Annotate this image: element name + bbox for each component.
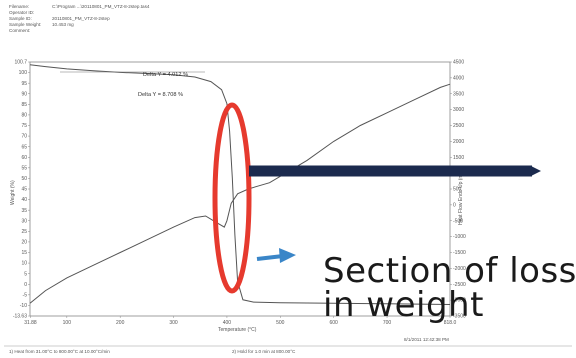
header-value-sample-id: 20110801_PM_VTZ-8-2step — [52, 16, 110, 21]
left-tick-label: 10 — [21, 261, 27, 267]
left-tick-label: 70 — [21, 134, 27, 140]
left-tick-label: 80 — [21, 113, 27, 119]
header-label-filename: Filename: — [9, 4, 29, 9]
left-tick-label: 30 — [21, 218, 27, 224]
left-tick-label: -13.63 — [13, 314, 27, 320]
left-tick-label: -10 — [20, 303, 27, 309]
callout-line-2: in weight — [323, 285, 484, 325]
left-tick-label: 90 — [21, 91, 27, 97]
right-tick-label: 2000 — [453, 139, 464, 145]
callout-line-1: Section of loss — [323, 251, 576, 291]
header-label-sample-id: Sample ID: — [9, 16, 32, 21]
header-label-sample-weight: Sample Weight: — [9, 22, 41, 27]
right-tick-label: -3000 — [453, 298, 466, 304]
left-tick-label: 35 — [21, 208, 27, 214]
header-value-filename: C:\Program ...\20110801_PM_VTZ-8-2step.t… — [52, 4, 150, 9]
left-tick-label: 0 — [24, 282, 27, 288]
left-tick-label: 65 — [21, 144, 27, 150]
left-tick-label: 40 — [21, 197, 27, 203]
method-step-2: 2) Hold for 1.0 min at 800.00°C — [232, 349, 296, 354]
x-axis-ticks: 31.88 100 200 300 400 500 600 700 818.0 — [24, 316, 456, 326]
right-tick-label: 3500 — [453, 91, 464, 97]
left-tick-label: 100.7 — [14, 60, 27, 66]
left-tick-label: 25 — [21, 229, 27, 235]
loss-section-highlight — [212, 102, 252, 294]
left-tick-label: 95 — [21, 81, 27, 87]
header-label-operator: Operator ID: — [9, 10, 34, 15]
left-axis-ticks: 100.710095908580757065605550454035302520… — [13, 60, 30, 320]
right-tick-label: -2000 — [453, 266, 466, 272]
x-tick-label: 600 — [329, 320, 338, 326]
right-tick-label: 4000 — [453, 75, 464, 81]
y-axis-left-title: Weight (%) — [10, 180, 16, 205]
right-tick-label: 3000 — [453, 107, 464, 113]
annotation-delta-y-2: Delta Y = 8.708 % — [138, 92, 183, 98]
x-tick-label: 818.0 — [444, 320, 457, 326]
right-tick-label: -3500 — [453, 314, 466, 320]
left-tick-label: 75 — [21, 123, 27, 129]
left-tick-label: 50 — [21, 176, 27, 182]
x-tick-label: 700 — [383, 320, 392, 326]
right-tick-label: -500 — [453, 218, 463, 224]
x-tick-label: 400 — [223, 320, 232, 326]
right-tick-label: 2500 — [453, 123, 464, 129]
y-axis-right-title: Heat Flow Endo Up (mW) — [458, 168, 464, 225]
left-tick-label: 85 — [21, 102, 27, 108]
left-tick-label: 60 — [21, 155, 27, 161]
right-tick-label: 500 — [453, 187, 462, 193]
x-tick-label: 100 — [63, 320, 72, 326]
header-label-comment: Comment: — [9, 28, 30, 33]
right-tick-label: -1000 — [453, 234, 466, 240]
left-tick-label: 20 — [21, 240, 27, 246]
x-tick-label: 500 — [276, 320, 285, 326]
timestamp: 8/1/2011 12:42:38 PM — [404, 337, 449, 342]
small-pointer-arrowhead — [279, 248, 296, 263]
left-tick-label: 55 — [21, 165, 27, 171]
right-tick-label: 1500 — [453, 155, 464, 161]
annotation-delta-y-1: Delta Y = 4.012 % — [143, 72, 188, 78]
header-value-sample-weight: 10.453 mg — [52, 22, 74, 27]
heat-flow-curve — [29, 83, 451, 304]
right-tick-label: -2500 — [453, 282, 466, 288]
left-tick-label: 45 — [21, 187, 27, 193]
left-tick-label: 5 — [24, 271, 27, 277]
x-axis-title: Temperature (°C) — [218, 327, 257, 333]
left-tick-label: 15 — [21, 250, 27, 256]
file-info-header: Filename: C:\Program ...\20110801_PM_VTZ… — [9, 4, 150, 33]
right-tick-label: -1500 — [453, 250, 466, 256]
x-tick-label: 300 — [169, 320, 178, 326]
left-tick-label: -5 — [23, 292, 28, 298]
right-tick-label: 0 — [453, 202, 456, 208]
method-step-1: 1) Heat from 31.00°C to 800.00°C at 10.0… — [9, 349, 110, 354]
weight-curve — [29, 64, 451, 305]
x-tick-label: 31.88 — [24, 320, 37, 326]
left-tick-label: 100 — [19, 70, 28, 76]
right-tick-label: 4500 — [453, 60, 464, 66]
small-pointer-arrow — [256, 254, 284, 261]
x-tick-label: 200 — [116, 320, 125, 326]
